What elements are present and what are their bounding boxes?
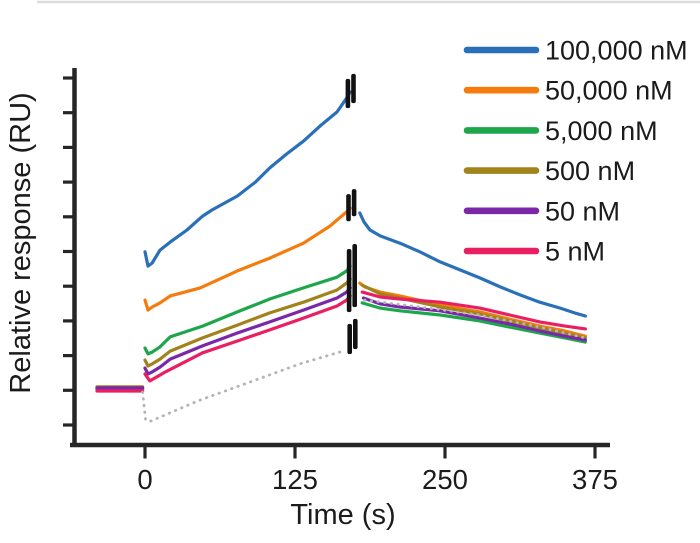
curve-50-000-nm [143,206,352,312]
curve-5-000-nm [360,301,588,344]
legend-label: 100,000 nM [545,36,688,66]
curve-100-000-nm [358,211,588,318]
x-tick-label: 250 [422,464,468,495]
legend: 100,000 nM 50,000 nM 5,000 nM 500 nM 50 nM 5 … [463,36,688,267]
x-tick-label: 125 [272,464,318,495]
artifact-bar [351,189,357,217]
spike-artifact-marks [345,73,358,355]
curve-blank-reference [363,298,587,340]
legend-label: 50,000 nM [545,76,673,106]
artifact-bar [347,323,352,355]
legend-label: 500 nM [545,156,635,186]
legend-label: 5,000 nM [545,116,658,146]
curve-blank-reference [141,349,346,423]
artifact-bar [353,318,358,350]
y-axis-title: Relative response (RU) [5,92,37,393]
curve-5-000-nm [143,264,352,356]
artifact-bar [346,248,352,313]
curves-layer [95,90,588,423]
curve-5-nm [360,290,588,331]
curve-50-nm [143,286,352,376]
artifact-bar [351,73,356,104]
curve-500-nm [143,277,352,368]
legend-label: 5 nM [545,237,605,267]
x-axis-title: Time (s) [290,499,395,531]
axes-layer: 0 125 250 375 [63,68,618,495]
x-tick-label: 0 [137,464,152,495]
curve-5-nm [143,294,352,383]
curve-100-000-nm [143,90,352,268]
curve-50-nm [361,296,588,342]
artifact-bar [346,194,351,222]
legend-label: 50 nM [545,196,620,226]
x-tick-label: 375 [572,464,618,495]
artifact-bar [345,78,351,109]
artifact-bar [352,243,357,308]
